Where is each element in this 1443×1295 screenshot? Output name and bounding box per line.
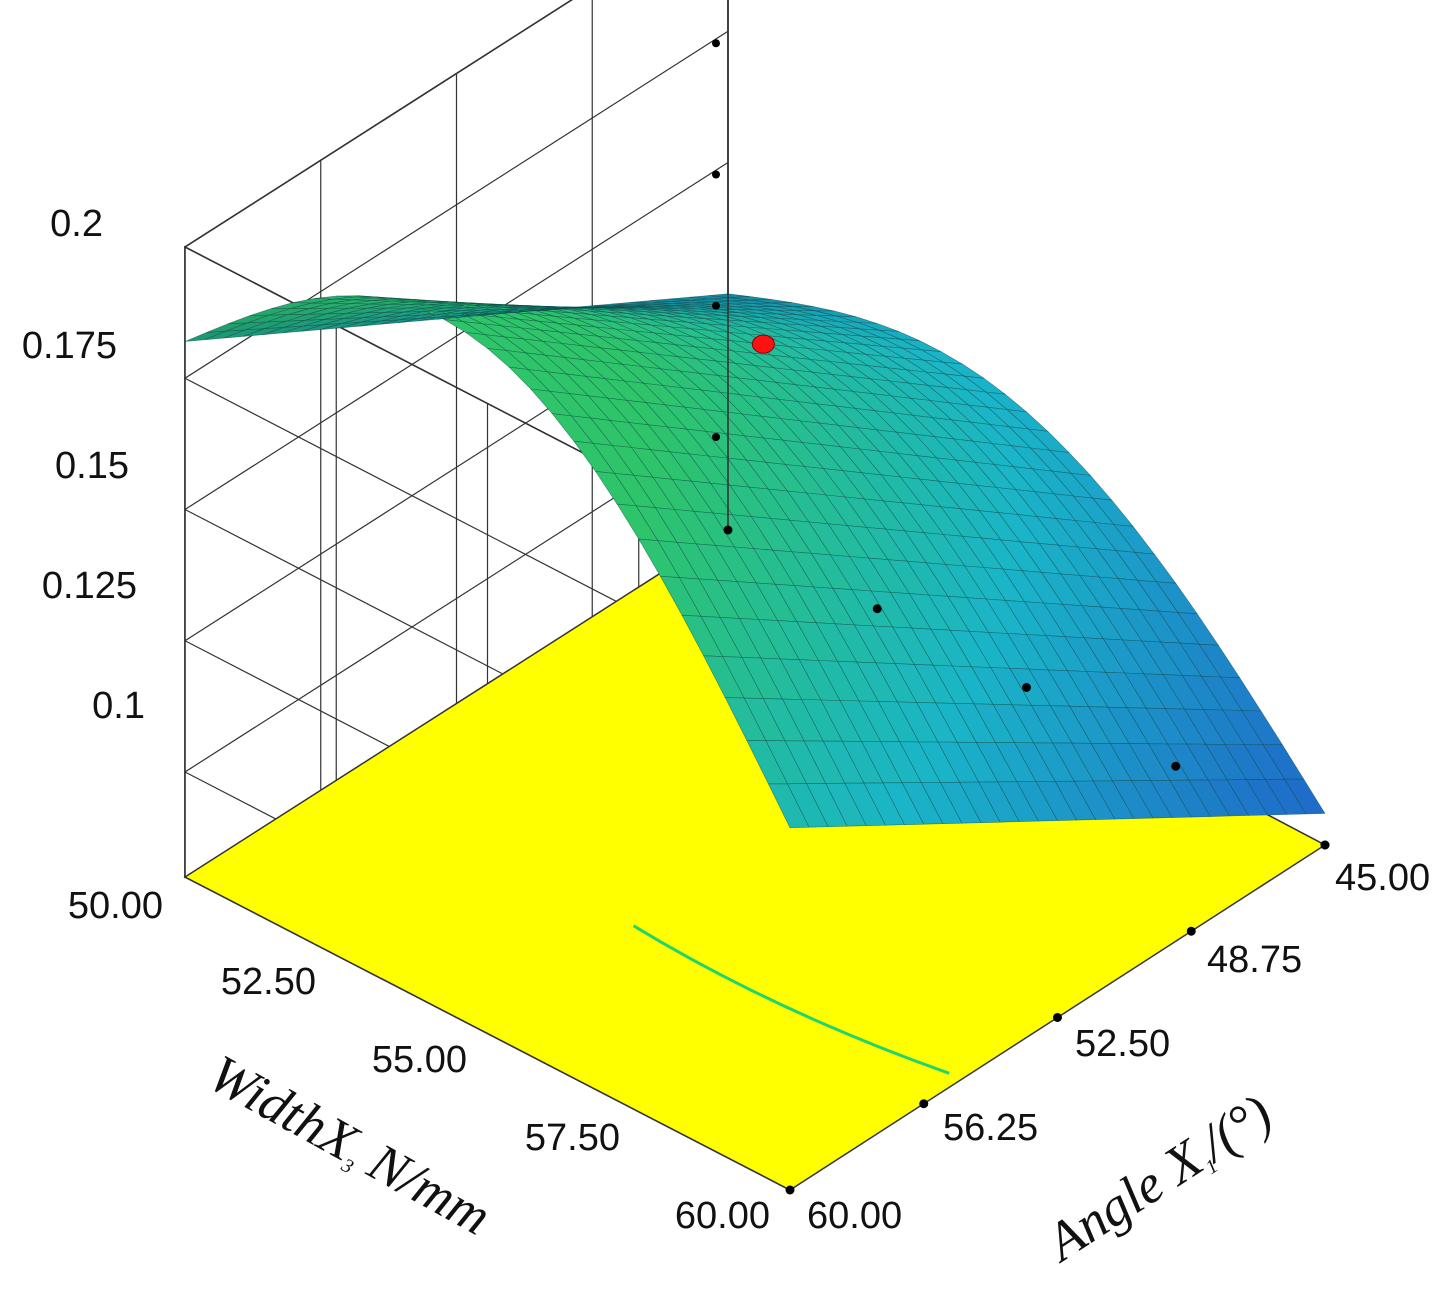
angle-tick-mark — [1187, 927, 1196, 936]
angle-tick-label: 60.00 — [807, 1195, 902, 1237]
width-tick-mark — [1171, 762, 1180, 771]
z-tick-label: 0.175 — [22, 325, 117, 367]
z-tick-mark — [712, 39, 720, 47]
width-tick-label: 52.50 — [221, 961, 316, 1003]
angle-tick-mark — [919, 1099, 928, 1108]
angle-axis-title-main: Angle X — [1033, 1127, 1215, 1274]
z-tick-mark — [712, 433, 720, 441]
z-tick-label: 0.1 — [92, 685, 145, 727]
z-tick-mark — [712, 302, 720, 310]
angle-tick-label: 56.25 — [943, 1107, 1038, 1149]
z-tick-label: 0.15 — [55, 445, 129, 487]
z-axis-ticks: 0.1 0.125 0.15 0.175 0.2 — [22, 203, 145, 727]
angle-tick-label: 52.50 — [1075, 1023, 1170, 1065]
width-tick-mark — [1022, 683, 1031, 692]
width-tick-label: 57.50 — [525, 1117, 620, 1159]
width-tick-label: 55.00 — [372, 1039, 467, 1081]
width-tick-mark — [873, 604, 882, 613]
width-axis-title-main: WidthX — [199, 1043, 369, 1174]
z-tick-mark — [712, 171, 720, 179]
angle-tick-mark — [1321, 841, 1330, 850]
z-tick-label: 0.2 — [50, 203, 103, 245]
angle-tick-label: 45.00 — [1335, 857, 1430, 899]
width-tick-label: 60.00 — [675, 1195, 770, 1237]
design-point — [752, 335, 774, 353]
angle-tick-mark — [786, 1186, 795, 1195]
width-tick-label: 50.00 — [68, 885, 163, 927]
width-axis-title-unit: N/mm — [347, 1125, 501, 1247]
z-tick-label: 0.125 — [42, 565, 137, 607]
angle-axis-title: Angle X1/(°) — [1033, 1083, 1283, 1275]
angle-tick-label: 48.75 — [1207, 939, 1302, 981]
width-tick-mark — [724, 526, 733, 535]
angle-tick-mark — [1053, 1013, 1062, 1022]
